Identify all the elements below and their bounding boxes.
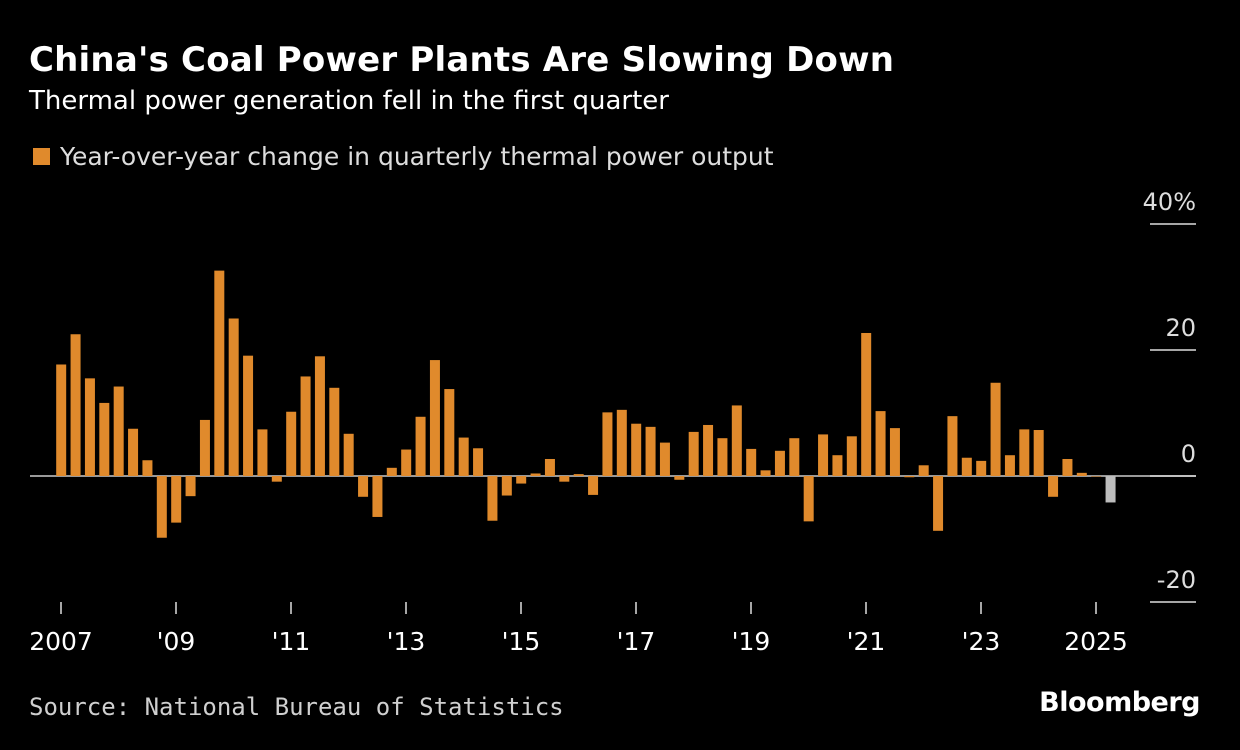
- y-tick-label-0: 40%: [1143, 188, 1196, 216]
- bar-0: [56, 364, 67, 476]
- bar-60: [918, 465, 929, 476]
- bar-61: [933, 476, 944, 531]
- bar-26: [429, 360, 440, 476]
- bar-31: [501, 476, 512, 496]
- bar-56: [861, 332, 872, 476]
- bar-34: [544, 458, 555, 476]
- x-tick-label-5: '17: [617, 627, 656, 656]
- bar-72: [1091, 476, 1102, 477]
- bar-2: [84, 378, 95, 476]
- x-tick-label-0: 2007: [29, 627, 93, 656]
- y-tick-label-2: 0: [1181, 440, 1196, 468]
- bar-51: [789, 438, 800, 476]
- bar-65: [990, 382, 1001, 476]
- bar-47: [731, 405, 742, 476]
- source-note: Source: National Bureau of Statistics: [29, 693, 564, 721]
- bar-32: [516, 476, 527, 484]
- bar-28: [458, 437, 469, 476]
- bar-30: [487, 476, 498, 521]
- bar-63: [961, 457, 972, 476]
- bar-1: [70, 334, 81, 476]
- bar-25: [415, 416, 426, 476]
- bar-40: [631, 423, 642, 476]
- bar-33: [530, 473, 541, 476]
- bar-49: [760, 470, 771, 476]
- bar-22: [372, 476, 383, 517]
- legend: Year-over-year change in quarterly therm…: [33, 142, 774, 171]
- bar-55: [846, 436, 857, 476]
- bar-7: [156, 476, 167, 538]
- bar-23: [386, 467, 397, 476]
- bar-59: [904, 476, 915, 478]
- x-tick-label-3: '13: [387, 627, 426, 656]
- bar-71: [1076, 472, 1087, 476]
- bar-46: [717, 438, 728, 476]
- y-tick-label-3: -20: [1157, 566, 1196, 594]
- bar-53: [818, 434, 829, 476]
- bar-12: [228, 318, 239, 476]
- bar-24: [401, 449, 412, 476]
- x-tick-label-8: '23: [962, 627, 1001, 656]
- bar-66: [1004, 455, 1015, 476]
- bar-5: [128, 428, 139, 476]
- bar-38: [602, 412, 613, 476]
- bar-17: [300, 376, 311, 476]
- bar-10: [199, 419, 210, 476]
- x-tick-label-2: '11: [272, 627, 311, 656]
- bar-43: [674, 476, 685, 480]
- legend-swatch: [33, 148, 50, 165]
- bar-4: [113, 386, 124, 476]
- bar-36: [573, 474, 584, 476]
- bar-35: [559, 476, 570, 482]
- bar-9: [185, 476, 196, 497]
- bloomberg-logo: Bloomberg: [1039, 687, 1200, 718]
- bar-14: [257, 429, 268, 476]
- bar-68: [1033, 430, 1044, 476]
- bar-67: [1019, 429, 1030, 476]
- bar-37: [588, 476, 599, 495]
- bar-73: [1105, 476, 1116, 503]
- bar-21: [358, 476, 369, 497]
- bar-70: [1062, 458, 1073, 476]
- bar-58: [889, 428, 900, 476]
- bar-42: [659, 442, 670, 476]
- bar-52: [803, 476, 814, 522]
- bar-13: [243, 355, 254, 476]
- bar-20: [343, 433, 354, 476]
- bar-27: [444, 389, 455, 476]
- bar-19: [329, 387, 340, 476]
- bar-6: [142, 460, 153, 476]
- bar-29: [473, 448, 484, 476]
- bar-18: [314, 356, 325, 476]
- chart-subtitle: Thermal power generation fell in the fir…: [29, 86, 669, 116]
- bar-57: [875, 411, 886, 476]
- bar-15: [271, 476, 282, 482]
- x-tick-label-6: '19: [732, 627, 771, 656]
- x-tick-label-7: '21: [847, 627, 886, 656]
- y-tick-label-1: 20: [1165, 314, 1196, 342]
- bar-3: [99, 402, 110, 476]
- bar-45: [703, 424, 714, 476]
- x-tick-label-9: 2025: [1064, 627, 1128, 656]
- bar-54: [832, 455, 843, 476]
- bar-16: [286, 411, 297, 476]
- legend-label: Year-over-year change in quarterly therm…: [60, 142, 774, 171]
- bar-64: [976, 460, 987, 476]
- bar-11: [214, 270, 225, 476]
- bar-44: [688, 431, 699, 476]
- bar-69: [1048, 476, 1059, 497]
- bar-8: [171, 476, 182, 523]
- x-tick-label-1: '09: [157, 627, 196, 656]
- bar-48: [746, 448, 757, 476]
- x-tick-label-4: '15: [502, 627, 541, 656]
- bar-41: [645, 426, 656, 476]
- bar-39: [616, 409, 627, 476]
- bar-62: [947, 416, 958, 476]
- chart-title: China's Coal Power Plants Are Slowing Do…: [29, 40, 895, 80]
- bar-50: [774, 450, 785, 476]
